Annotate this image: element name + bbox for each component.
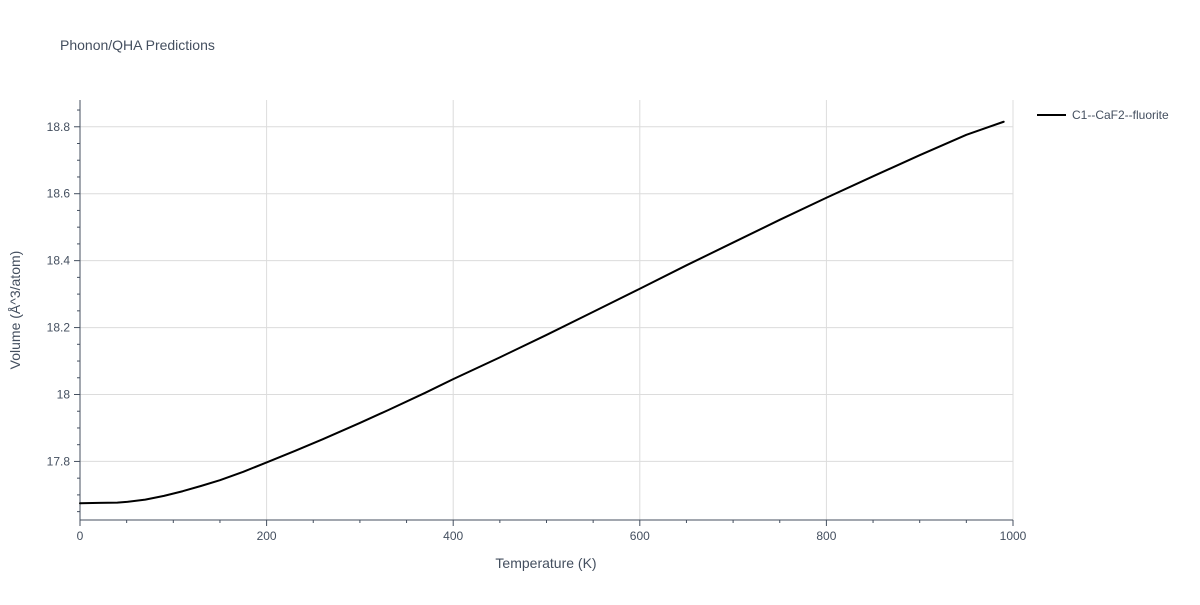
series-line[interactable] — [79, 120, 1005, 505]
x-tick-label: 200 — [257, 529, 277, 543]
y-tick-label: 18 — [57, 388, 71, 402]
x-tick-label: 1000 — [1000, 529, 1027, 543]
legend-label[interactable]: C1--CaF2--fluorite — [1072, 108, 1169, 122]
y-tick-label: 17.8 — [47, 454, 71, 468]
chart-title: Phonon/QHA Predictions — [60, 37, 215, 53]
y-tick-label: 18.6 — [47, 187, 71, 201]
x-tick-label: 800 — [816, 529, 836, 543]
grid-lines — [80, 100, 1014, 520]
y-tick-label: 18.4 — [47, 254, 71, 268]
y-axis-label: Volume (Å^3/atom) — [7, 251, 23, 370]
axes: 0 200 400 600 800 1000 17.8 18 18.2 18.4 18.6 18.8 — [47, 100, 1027, 543]
y-tick-label: 18.8 — [47, 120, 71, 134]
legend[interactable]: C1--CaF2--fluorite — [1037, 108, 1169, 122]
x-axis-label: Temperature (K) — [495, 555, 596, 571]
series-lines — [79, 120, 1005, 505]
x-tick-label: 0 — [77, 529, 84, 543]
y-tick-label: 18.2 — [47, 321, 71, 335]
x-tick-label: 400 — [443, 529, 463, 543]
x-tick-label: 600 — [630, 529, 650, 543]
